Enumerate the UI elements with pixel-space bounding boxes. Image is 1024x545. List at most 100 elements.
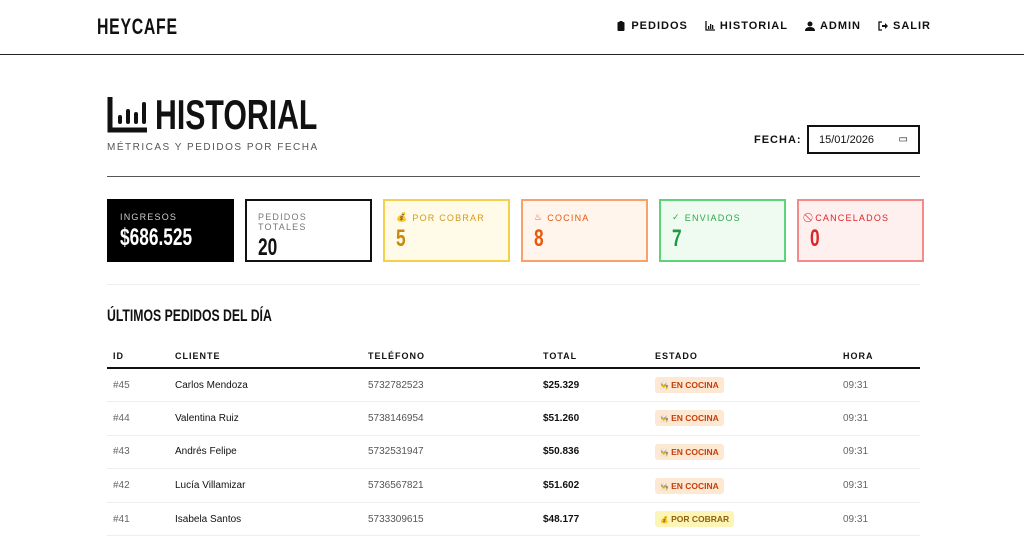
status-badge: 👨‍🍳 EN COCINA xyxy=(655,443,724,460)
stat-label: ♨ COCINA xyxy=(534,212,635,223)
col-estado: ESTADO xyxy=(649,344,837,369)
order-hora: 09:31 xyxy=(837,368,920,403)
status-badge: 💰 POR COBRAR xyxy=(655,511,735,528)
order-estado: 👨‍🍳 EN COCINA xyxy=(649,468,837,503)
order-total: $48.177 xyxy=(537,502,649,537)
nav-label: SALIR xyxy=(893,20,931,32)
status-icon: 💰 xyxy=(660,517,669,525)
section-title: ÚLTIMOS PEDIDOS DEL DÍA xyxy=(107,306,272,325)
order-total: $51.602 xyxy=(537,468,649,503)
divider xyxy=(107,176,920,177)
order-estado: 👨‍🍳 EN COCINA xyxy=(649,435,837,470)
table-row[interactable]: #42 Lucía Villamizar 5736567821 $51.602 … xyxy=(107,468,920,503)
stat-label-text: POR COBRAR xyxy=(412,212,485,223)
stat-value: $686.525 xyxy=(120,224,193,251)
order-hora: 09:31 xyxy=(837,435,920,470)
status-badge: 👨‍🍳 EN COCINA xyxy=(655,477,724,494)
order-cliente: Carlos Mendoza xyxy=(169,368,362,403)
orders-table: ID CLIENTE TELÉFONO TOTAL ESTADO HORA #4… xyxy=(107,344,920,537)
order-id: #44 xyxy=(107,401,169,436)
stat-card: INGRESOS $686.525 xyxy=(107,199,234,262)
order-id: #45 xyxy=(107,368,169,403)
chart-icon xyxy=(705,21,715,31)
stats-cards: INGRESOS $686.525 PEDIDOS TOTALES 20 💰 POR CO… xyxy=(107,199,924,262)
status-icon: 👨‍🍳 xyxy=(660,449,669,457)
order-telefono: 5738146954 xyxy=(362,401,537,436)
stat-label: PEDIDOS TOTALES xyxy=(258,212,359,232)
stat-value: 0 xyxy=(810,225,820,252)
status-icon: 👨‍🍳 xyxy=(660,383,669,391)
status-text: EN COCINA xyxy=(671,446,719,457)
status-icon: 👨‍🍳 xyxy=(660,416,669,424)
nav-salir[interactable]: SALIR xyxy=(878,20,931,32)
order-estado: 👨‍🍳 EN COCINA xyxy=(649,368,837,403)
order-telefono: 5733309615 xyxy=(362,502,537,537)
nav-admin[interactable]: ADMIN xyxy=(804,20,861,32)
stat-card: ♨ COCINA 8 xyxy=(521,199,648,262)
table-row[interactable]: #44 Valentina Ruiz 5738146954 $51.260 👨‍… xyxy=(107,401,920,436)
table-row[interactable]: #45 Carlos Mendoza 5732782523 $25.329 👨‍… xyxy=(107,368,920,403)
divider xyxy=(107,284,920,285)
nav-pedidos[interactable]: PEDIDOS xyxy=(616,20,688,32)
stat-label: 💰 POR COBRAR xyxy=(396,212,497,223)
stat-icon: ⃠ xyxy=(810,212,812,222)
order-hora: 09:31 xyxy=(837,468,920,503)
nav-label: HISTORIAL xyxy=(719,20,788,32)
order-total: $25.329 xyxy=(537,368,649,403)
table-row[interactable]: #43 Andrés Felipe 5732531947 $50.836 👨‍🍳… xyxy=(107,435,920,470)
nav-label: PEDIDOS xyxy=(631,20,688,32)
top-nav: HEYCAFE PEDIDOS HISTORIAL ADMIN SALIR xyxy=(0,0,1024,55)
nav-historial[interactable]: HISTORIAL xyxy=(705,20,788,32)
order-telefono: 5732782523 xyxy=(362,368,537,403)
order-hora: 09:31 xyxy=(837,401,920,436)
status-text: EN COCINA xyxy=(671,413,719,424)
order-estado: 👨‍🍳 EN COCINA xyxy=(649,401,837,436)
calendar-icon[interactable]: ▭ xyxy=(898,134,908,145)
stat-card: ✓ ENVIADOS 7 xyxy=(659,199,786,262)
stat-icon: ✓ xyxy=(672,212,681,222)
order-total: $51.260 xyxy=(537,401,649,436)
col-id: ID xyxy=(107,344,169,369)
user-icon xyxy=(804,21,815,31)
stat-label: ⃠ CANCELADOS xyxy=(810,212,911,223)
order-id: #42 xyxy=(107,468,169,503)
col-telefono: TELÉFONO xyxy=(362,344,537,369)
table-row[interactable]: #41 Isabela Santos 5733309615 $48.177 💰 … xyxy=(107,502,920,537)
stat-value: 5 xyxy=(396,225,406,252)
order-estado: 💰 POR COBRAR xyxy=(649,502,837,537)
col-hora: HORA xyxy=(837,344,920,369)
order-cliente: Andrés Felipe xyxy=(169,435,362,470)
status-text: POR COBRAR xyxy=(671,514,730,525)
brand-logo[interactable]: HEYCAFE xyxy=(97,14,178,39)
stat-label: INGRESOS xyxy=(120,212,221,222)
page-title: HISTORIAL xyxy=(155,91,318,138)
order-id: #43 xyxy=(107,435,169,470)
stat-value: 20 xyxy=(258,234,278,261)
stat-card: ⃠ CANCELADOS 0 xyxy=(797,199,924,262)
order-total: $50.836 xyxy=(537,435,649,470)
stat-label-text: ENVIADOS xyxy=(684,212,741,223)
clipboard-icon xyxy=(617,21,625,31)
logout-icon xyxy=(878,21,888,31)
stat-card: 💰 POR COBRAR 5 xyxy=(383,199,510,262)
stat-label-text: PEDIDOS TOTALES xyxy=(258,212,307,232)
page-subtitle: MÉTRICAS Y PEDIDOS POR FECHA xyxy=(107,142,319,153)
status-badge: 👨‍🍳 EN COCINA xyxy=(655,410,724,427)
stat-label-text: CANCELADOS xyxy=(815,212,890,223)
stat-label-text: INGRESOS xyxy=(120,212,178,222)
stat-icon: 💰 xyxy=(396,212,409,222)
stat-value: 8 xyxy=(534,225,544,252)
nav-menu: PEDIDOS HISTORIAL ADMIN SALIR xyxy=(616,20,931,32)
stat-label-text: COCINA xyxy=(547,212,590,223)
col-cliente: CLIENTE xyxy=(169,344,362,369)
status-badge: 👨‍🍳 EN COCINA xyxy=(655,377,724,394)
stat-value: 7 xyxy=(672,225,682,252)
table-header: ID CLIENTE TELÉFONO TOTAL ESTADO HORA xyxy=(107,344,920,369)
order-id: #41 xyxy=(107,502,169,537)
stat-card: PEDIDOS TOTALES 20 xyxy=(245,199,372,262)
status-text: EN COCINA xyxy=(671,380,719,391)
order-cliente: Lucía Villamizar xyxy=(169,468,362,503)
date-value: 15/01/2026 xyxy=(819,133,875,146)
nav-label: ADMIN xyxy=(819,20,861,32)
date-input[interactable]: 15/01/2026 ▭ xyxy=(807,125,920,154)
